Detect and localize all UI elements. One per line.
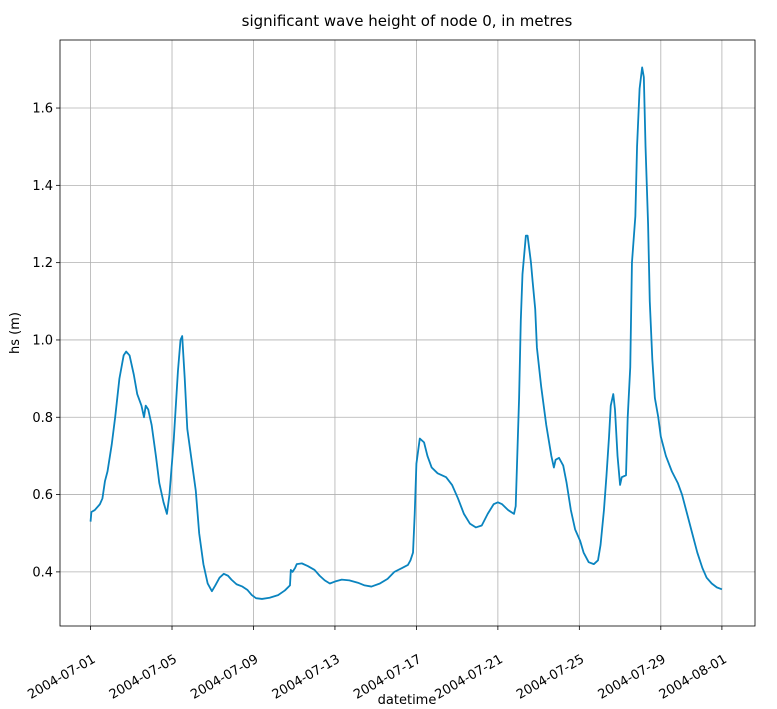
y-tick-label: 0.6 xyxy=(32,488,53,503)
y-tick-label: 1.6 xyxy=(32,102,53,117)
data-line xyxy=(89,66,723,600)
chart-title: significant wave height of node 0, in me… xyxy=(242,12,573,30)
x-tick-label: 2004-07-25 xyxy=(514,652,587,703)
x-tick-label: 2004-08-01 xyxy=(657,652,730,703)
x-tick-label: 2004-07-21 xyxy=(433,652,506,703)
x-tick-label: 2004-07-09 xyxy=(188,652,261,703)
y-tick-label: 0.8 xyxy=(32,411,53,426)
y-tick-label: 1.4 xyxy=(32,179,53,194)
x-tick-label: 2004-07-05 xyxy=(107,652,180,703)
x-tick-label: 2004-07-13 xyxy=(270,652,343,703)
x-tick-label: 2004-07-01 xyxy=(25,652,98,703)
y-tick-label: 0.4 xyxy=(32,565,53,580)
y-tick-label: 1.0 xyxy=(32,333,53,348)
x-tick-label: 2004-07-29 xyxy=(596,652,669,703)
y-tick-label: 1.2 xyxy=(32,256,53,271)
y-axis-label: hs (m) xyxy=(8,312,23,354)
plot-frame xyxy=(59,39,756,627)
x-axis-label: datetime xyxy=(378,693,437,708)
